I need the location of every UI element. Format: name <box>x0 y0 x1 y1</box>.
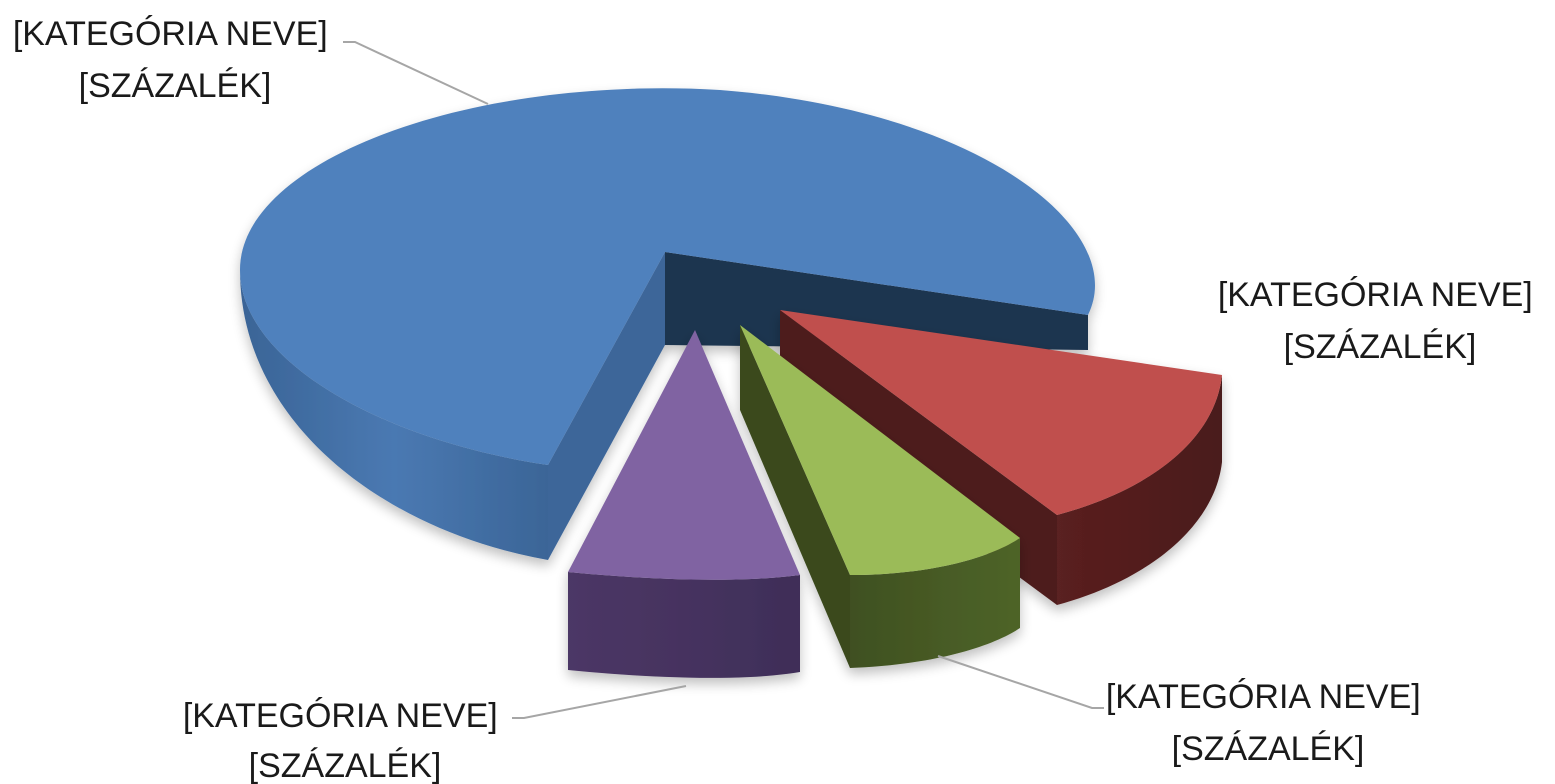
pie-slice-3-side <box>850 538 1020 668</box>
pie-slice-2-side <box>1057 375 1222 605</box>
slice-1-percent: [SZÁZALÉK] <box>79 67 272 105</box>
pie-slice-3-wall <box>740 325 850 668</box>
leader-line-4 <box>512 685 687 719</box>
pie-slice-1-side <box>240 270 548 560</box>
pie-slice-4 <box>568 330 800 678</box>
pie-slice-1-inner-wall <box>548 252 665 560</box>
slice-4-category: [KATEGÓRIA NEVE] <box>183 697 498 735</box>
slice-3-label: [KATEGÓRIA NEVE] [SZÁZALÉK] <box>1106 678 1430 768</box>
leader-line-3 <box>937 655 1104 709</box>
pie-slice-3 <box>740 325 1020 668</box>
pie-slice-1-cut-wall <box>665 252 1088 350</box>
slice-2-label: [KATEGÓRIA NEVE] [SZÁZALÉK] <box>1218 276 1542 366</box>
slice-2-category: [KATEGÓRIA NEVE] <box>1218 276 1533 314</box>
slice-4-percent: [SZÁZALÉK] <box>249 747 442 784</box>
pie-slice-2-top <box>780 310 1222 515</box>
slice-4-label: [KATEGÓRIA NEVE] [SZÁZALÉK] <box>183 697 507 784</box>
pie-slice-4-side <box>568 572 800 678</box>
leader-line-1 <box>343 41 489 105</box>
pie-slice-3-top <box>740 325 1020 575</box>
pie-slice-4-top <box>568 330 800 580</box>
pie-slice-1-top <box>240 88 1096 465</box>
slice-3-category: [KATEGÓRIA NEVE] <box>1106 678 1421 716</box>
slice-3-percent: [SZÁZALÉK] <box>1172 730 1365 768</box>
slice-2-percent: [SZÁZALÉK] <box>1284 328 1477 366</box>
pie-slice-1 <box>240 88 1096 560</box>
slice-1-category: [KATEGÓRIA NEVE] <box>13 15 328 53</box>
slice-1-label: [KATEGÓRIA NEVE] [SZÁZALÉK] <box>13 15 337 105</box>
